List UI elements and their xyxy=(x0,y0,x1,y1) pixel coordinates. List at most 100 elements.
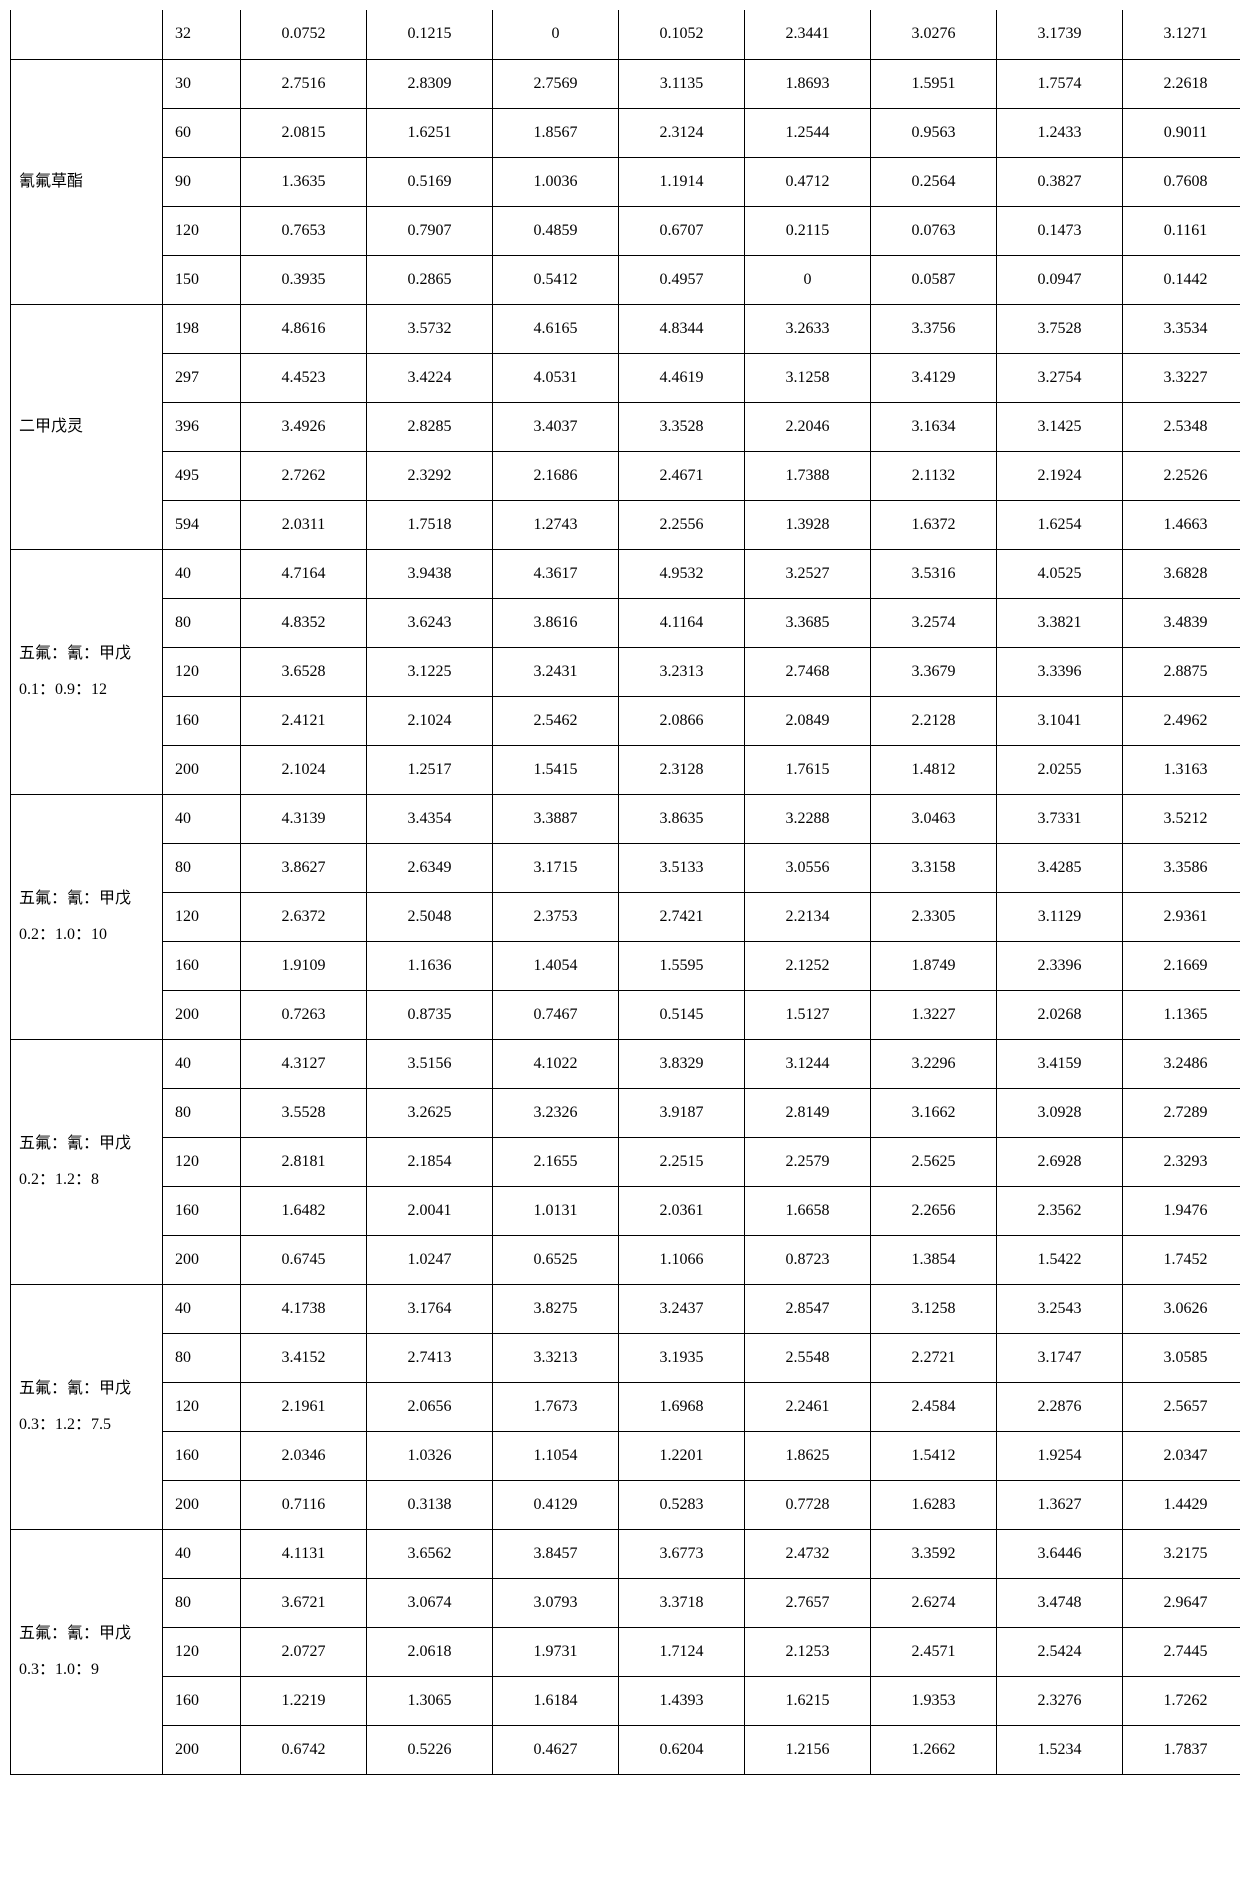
data-cell: 0.7116 xyxy=(241,1480,367,1529)
table-row: 2002.10241.25171.54152.31281.76151.48122… xyxy=(11,745,1240,794)
data-cell: 1.2662 xyxy=(871,1725,997,1774)
data-cell: 3.1935 xyxy=(619,1333,745,1382)
data-cell: 0.7608 xyxy=(1123,157,1240,206)
data-cell: 2.1252 xyxy=(745,941,871,990)
table-row: 1202.07272.06181.97311.71242.12532.45712… xyxy=(11,1627,1240,1676)
data-cell: 3.2574 xyxy=(871,598,997,647)
data-cell: 1.4812 xyxy=(871,745,997,794)
data-cell: 0.5412 xyxy=(493,255,619,304)
data-cell: 2.3441 xyxy=(745,10,871,59)
data-cell: 1.5422 xyxy=(997,1235,1123,1284)
data-cell: 2.4121 xyxy=(241,696,367,745)
group-label xyxy=(11,10,163,59)
data-cell: 3.8635 xyxy=(619,794,745,843)
data-cell: 1.0036 xyxy=(493,157,619,206)
data-cell: 2.5625 xyxy=(871,1137,997,1186)
data-cell: 3.9187 xyxy=(619,1088,745,1137)
data-cell: 3.8457 xyxy=(493,1529,619,1578)
data-cell: 0.1215 xyxy=(367,10,493,59)
data-cell: 4.4619 xyxy=(619,353,745,402)
data-cell: 3.3213 xyxy=(493,1333,619,1382)
data-cell: 3.0626 xyxy=(1123,1284,1240,1333)
table-row: 1203.65283.12253.24313.23132.74683.36793… xyxy=(11,647,1240,696)
data-cell: 3.7528 xyxy=(997,304,1123,353)
data-cell: 1.6184 xyxy=(493,1676,619,1725)
data-cell: 1.1636 xyxy=(367,941,493,990)
dose-value: 200 xyxy=(163,745,241,794)
data-cell: 3.1739 xyxy=(997,10,1123,59)
data-cell: 3.2543 xyxy=(997,1284,1123,1333)
dose-value: 160 xyxy=(163,1431,241,1480)
data-cell: 4.7164 xyxy=(241,549,367,598)
data-cell: 4.8616 xyxy=(241,304,367,353)
group-label: 二甲戊灵 xyxy=(11,304,163,549)
dose-value: 297 xyxy=(163,353,241,402)
data-cell: 1.1365 xyxy=(1123,990,1240,1039)
dose-value: 40 xyxy=(163,794,241,843)
data-cell: 3.6528 xyxy=(241,647,367,696)
data-cell: 0.0752 xyxy=(241,10,367,59)
dose-value: 90 xyxy=(163,157,241,206)
data-cell: 2.3124 xyxy=(619,108,745,157)
data-cell: 3.2288 xyxy=(745,794,871,843)
data-cell: 0 xyxy=(493,10,619,59)
data-cell: 1.4054 xyxy=(493,941,619,990)
data-cell: 0.1161 xyxy=(1123,206,1240,255)
data-cell: 2.8309 xyxy=(367,59,493,108)
data-cell: 4.3127 xyxy=(241,1039,367,1088)
data-cell: 2.8149 xyxy=(745,1088,871,1137)
data-cell: 1.4663 xyxy=(1123,500,1240,549)
data-cell: 4.0525 xyxy=(997,549,1123,598)
group-label: 五氟：氰：甲戊 0.1：0.9：12 xyxy=(11,549,163,794)
data-cell: 4.0531 xyxy=(493,353,619,402)
data-cell: 1.5234 xyxy=(997,1725,1123,1774)
data-cell: 0.7653 xyxy=(241,206,367,255)
dose-value: 40 xyxy=(163,1529,241,1578)
dose-value: 200 xyxy=(163,1235,241,1284)
data-cell: 2.0361 xyxy=(619,1186,745,1235)
data-cell: 1.6372 xyxy=(871,500,997,549)
data-cell: 3.5133 xyxy=(619,843,745,892)
data-cell: 3.6243 xyxy=(367,598,493,647)
data-cell: 3.6446 xyxy=(997,1529,1123,1578)
data-cell: 3.4839 xyxy=(1123,598,1240,647)
data-cell: 3.6721 xyxy=(241,1578,367,1627)
data-cell: 1.9353 xyxy=(871,1676,997,1725)
table-row: 五氟：氰：甲戊 0.1：0.9：12404.71643.94384.36174.… xyxy=(11,549,1240,598)
dose-value: 60 xyxy=(163,108,241,157)
data-cell: 3.3396 xyxy=(997,647,1123,696)
dose-value: 200 xyxy=(163,1480,241,1529)
data-cell: 2.4584 xyxy=(871,1382,997,1431)
data-cell: 1.2433 xyxy=(997,108,1123,157)
dose-value: 120 xyxy=(163,206,241,255)
data-cell: 2.7421 xyxy=(619,892,745,941)
data-cell: 0.4627 xyxy=(493,1725,619,1774)
data-cell: 0.5283 xyxy=(619,1480,745,1529)
data-cell: 3.3534 xyxy=(1123,304,1240,353)
data-cell: 0.3935 xyxy=(241,255,367,304)
data-cell: 1.3635 xyxy=(241,157,367,206)
data-cell: 2.3396 xyxy=(997,941,1123,990)
data-cell: 1.7452 xyxy=(1123,1235,1240,1284)
data-cell: 1.3627 xyxy=(997,1480,1123,1529)
data-cell: 0.7907 xyxy=(367,206,493,255)
data-cell: 1.1054 xyxy=(493,1431,619,1480)
data-cell: 3.1715 xyxy=(493,843,619,892)
data-cell: 2.3305 xyxy=(871,892,997,941)
data-cell: 0.5169 xyxy=(367,157,493,206)
data-cell: 2.7569 xyxy=(493,59,619,108)
data-cell: 3.5732 xyxy=(367,304,493,353)
table-row: 1202.19612.06561.76731.69682.24612.45842… xyxy=(11,1382,1240,1431)
table-row: 803.41522.74133.32133.19352.55482.27213.… xyxy=(11,1333,1240,1382)
data-cell: 3.4037 xyxy=(493,402,619,451)
data-cell: 3.3821 xyxy=(997,598,1123,647)
data-cell: 2.3753 xyxy=(493,892,619,941)
data-cell: 0.2564 xyxy=(871,157,997,206)
data-cell: 1.5412 xyxy=(871,1431,997,1480)
data-cell: 3.4926 xyxy=(241,402,367,451)
data-cell: 3.3756 xyxy=(871,304,997,353)
data-cell: 1.0247 xyxy=(367,1235,493,1284)
table-row: 1202.63722.50482.37532.74212.21342.33053… xyxy=(11,892,1240,941)
table-row: 1602.41212.10242.54622.08662.08492.21283… xyxy=(11,696,1240,745)
data-cell: 3.3592 xyxy=(871,1529,997,1578)
